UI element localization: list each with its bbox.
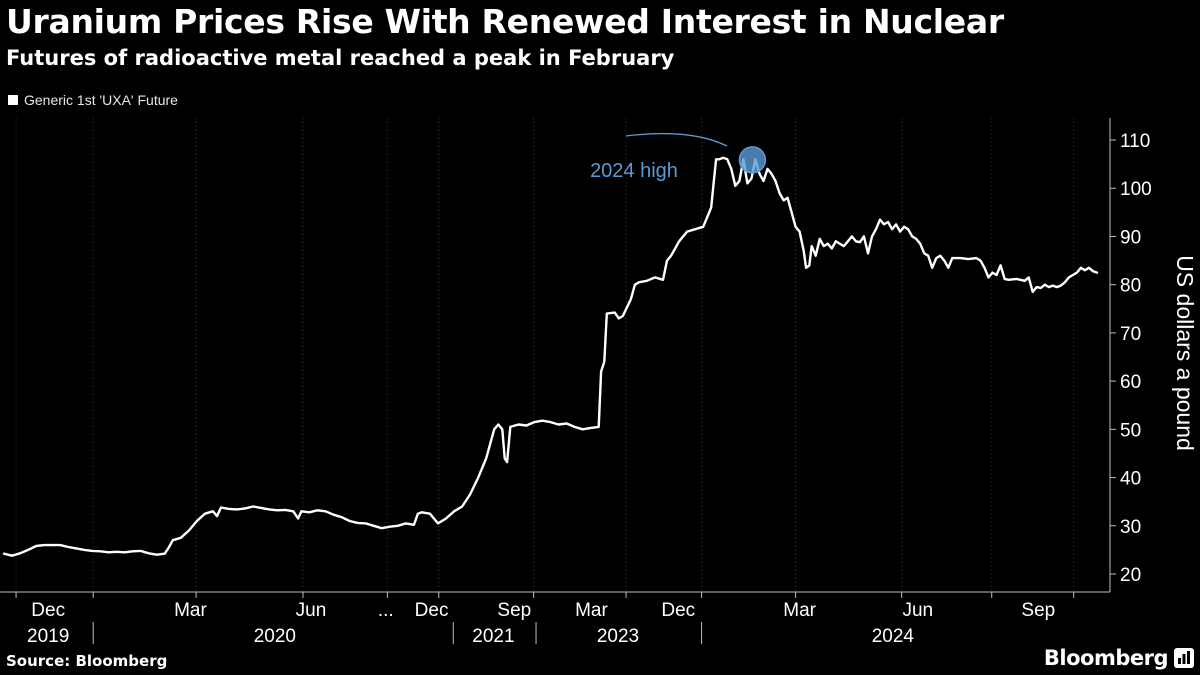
x-tick-label: ... bbox=[378, 600, 394, 621]
axes bbox=[0, 118, 1116, 644]
x-tick-label: Mar bbox=[783, 600, 816, 621]
x-year-label: 2020 bbox=[254, 626, 296, 647]
chart-legend: Generic 1st 'UXA' Future bbox=[8, 92, 178, 108]
x-year-label: 2021 bbox=[472, 626, 514, 647]
x-year-label: 2019 bbox=[27, 626, 69, 647]
annotation-connector bbox=[625, 132, 728, 147]
y-tick-label: 70 bbox=[1120, 324, 1141, 345]
annotation-label: 2024 high bbox=[590, 160, 678, 182]
y-tick-label: 110 bbox=[1120, 131, 1150, 152]
y-tick-label: 60 bbox=[1120, 372, 1141, 393]
y-tick-label: 80 bbox=[1120, 276, 1141, 297]
series-layer bbox=[2, 156, 1099, 557]
gridlines bbox=[15, 118, 1075, 592]
y-tick-label: 100 bbox=[1120, 179, 1152, 200]
legend-square-icon bbox=[8, 95, 18, 105]
annotation-marker bbox=[738, 146, 767, 174]
x-tick-label: Sep bbox=[1021, 600, 1055, 621]
y-tick-label: 20 bbox=[1120, 565, 1141, 586]
chart-subtitle: Futures of radioactive metal reached a p… bbox=[6, 46, 675, 70]
source-note: Source: Bloomberg bbox=[6, 652, 168, 670]
x-tick-label: Dec bbox=[415, 600, 449, 621]
legend-label: Generic 1st 'UXA' Future bbox=[24, 92, 178, 108]
chart-title: Uranium Prices Rise With Renewed Interes… bbox=[6, 2, 1004, 41]
x-tick-label: Mar bbox=[575, 600, 608, 621]
x-tick-label: Jun bbox=[902, 600, 933, 621]
y-axis-title: US dollars a pound bbox=[1172, 255, 1198, 451]
axis-labels: 20 30 40 50 60 70 80 90 100 110 US dollars a pound… bbox=[27, 131, 1198, 647]
brand-logo: Bloomberg bbox=[1043, 646, 1169, 670]
x-tick-label: Jun bbox=[296, 600, 327, 621]
series-line bbox=[2, 156, 1099, 557]
x-tick-label: Dec bbox=[661, 600, 695, 621]
x-tick-label: Mar bbox=[174, 600, 207, 621]
y-tick-label: 30 bbox=[1120, 517, 1141, 538]
x-year-label: 2024 bbox=[872, 626, 915, 647]
y-tick-label: 50 bbox=[1120, 420, 1141, 441]
y-tick-label: 90 bbox=[1120, 227, 1141, 248]
y-tick-label: 40 bbox=[1120, 469, 1141, 490]
x-tick-label: Dec bbox=[31, 600, 65, 621]
terminal-icon bbox=[1174, 648, 1194, 668]
x-year-label: 2023 bbox=[597, 626, 639, 647]
x-tick-label: Sep bbox=[497, 600, 531, 621]
annotation-layer: 2024 high bbox=[590, 132, 767, 182]
